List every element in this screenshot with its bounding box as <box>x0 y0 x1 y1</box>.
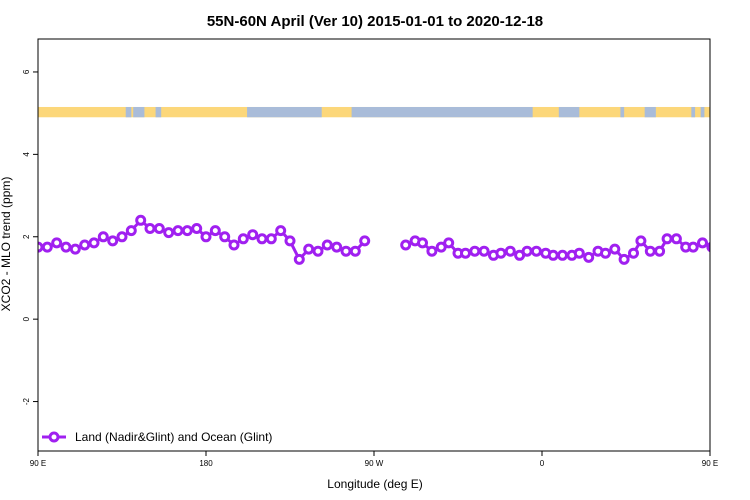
data-point <box>573 247 585 259</box>
ocean-segment-1 <box>133 106 145 118</box>
data-point <box>557 249 568 261</box>
x-axis-label: Longitude (deg E) <box>327 477 422 491</box>
data-point <box>107 235 119 247</box>
legend-marker-swatch <box>48 431 60 443</box>
data-point <box>654 245 666 257</box>
data-point <box>495 247 507 259</box>
x-tick-label: 180 <box>199 459 213 468</box>
data-point <box>504 245 516 257</box>
data-point <box>478 245 490 257</box>
data-point <box>321 239 333 251</box>
data-point <box>547 249 559 261</box>
data-point <box>219 231 231 243</box>
data-point <box>687 241 699 253</box>
data-point <box>191 223 203 234</box>
data-point <box>69 243 81 255</box>
data-point <box>609 243 621 255</box>
data-point <box>60 241 72 253</box>
data-point <box>530 245 542 257</box>
data-point <box>135 214 147 226</box>
data-point <box>600 247 611 259</box>
data-point <box>583 251 595 263</box>
data-point <box>734 239 742 247</box>
y-tick-label: 4 <box>22 152 31 157</box>
data-point <box>697 237 708 249</box>
data-point <box>628 247 639 259</box>
x-tick-label: 90 E <box>702 459 718 468</box>
data-point <box>79 239 91 251</box>
data-point <box>237 233 249 245</box>
ocean-segment-9 <box>700 106 705 118</box>
data-point <box>469 245 481 257</box>
data-point <box>256 233 268 245</box>
data-point <box>644 245 656 257</box>
data-point <box>153 223 165 234</box>
y-tick-label: 0 <box>22 316 31 321</box>
ocean-segment-6 <box>620 106 625 118</box>
legend-label: Land (Nadir&Glint) and Ocean (Glint) <box>75 430 272 444</box>
data-point <box>635 235 647 247</box>
data-point <box>426 245 438 257</box>
data-point <box>521 245 533 257</box>
data-point <box>340 245 352 257</box>
data-point <box>417 237 428 249</box>
data-point <box>144 223 156 234</box>
data-point <box>715 245 723 253</box>
data-point <box>172 225 184 237</box>
data-point <box>88 237 100 249</box>
data-point <box>460 247 471 259</box>
ocean-segment-0 <box>125 106 132 118</box>
ocean-segment-3 <box>247 106 322 118</box>
data-point <box>706 241 710 253</box>
data-point <box>41 241 53 253</box>
data-point <box>51 237 63 249</box>
data-point <box>97 231 109 243</box>
data-point <box>275 225 287 237</box>
data-point <box>312 245 324 257</box>
data-point <box>228 239 240 251</box>
data-point <box>247 229 259 241</box>
data-point <box>400 239 412 251</box>
axes: 90 E 180 90 W 0 90 E -2 0 2 4 6 <box>22 38 718 468</box>
data-point <box>181 225 193 237</box>
data-point <box>618 253 630 265</box>
y-tick-label: -2 <box>22 397 31 405</box>
series-layer <box>38 214 750 265</box>
data-point <box>661 233 673 245</box>
x-tick-label: 90 E <box>30 459 46 468</box>
data-point <box>125 225 137 237</box>
ocean-segment-4 <box>351 106 533 118</box>
data-point <box>116 231 128 243</box>
y-axis-label: XCO2 - MLO trend (ppm) <box>0 177 13 312</box>
data-point <box>725 241 733 249</box>
data-point <box>331 241 343 253</box>
plot-frame <box>37 38 711 452</box>
data-point <box>443 237 455 249</box>
y-tick-label: 6 <box>22 69 31 74</box>
x-tick-label: 0 <box>540 459 545 468</box>
data-point <box>349 245 361 257</box>
x-tick-label: 90 W <box>365 459 384 468</box>
data-point <box>359 235 371 247</box>
data-point <box>163 227 175 239</box>
ocean-segment-8 <box>691 106 696 118</box>
data-point <box>209 225 221 237</box>
ocean-segment-7 <box>644 106 656 118</box>
y-tick-label: 2 <box>22 234 31 239</box>
chart-title: 55N-60N April (Ver 10) 2015-01-01 to 202… <box>207 13 543 30</box>
data-point <box>293 253 305 265</box>
data-point <box>303 243 315 255</box>
legend: Land (Nadir&Glint) and Ocean (Glint) <box>42 430 272 444</box>
data-point <box>200 231 212 243</box>
data-point <box>284 235 296 247</box>
data-point <box>265 233 277 245</box>
landmask-band <box>38 106 710 118</box>
data-point <box>670 233 682 245</box>
ocean-segment-2 <box>155 106 162 118</box>
data-point <box>742 233 750 241</box>
ocean-segment-5 <box>558 106 580 118</box>
